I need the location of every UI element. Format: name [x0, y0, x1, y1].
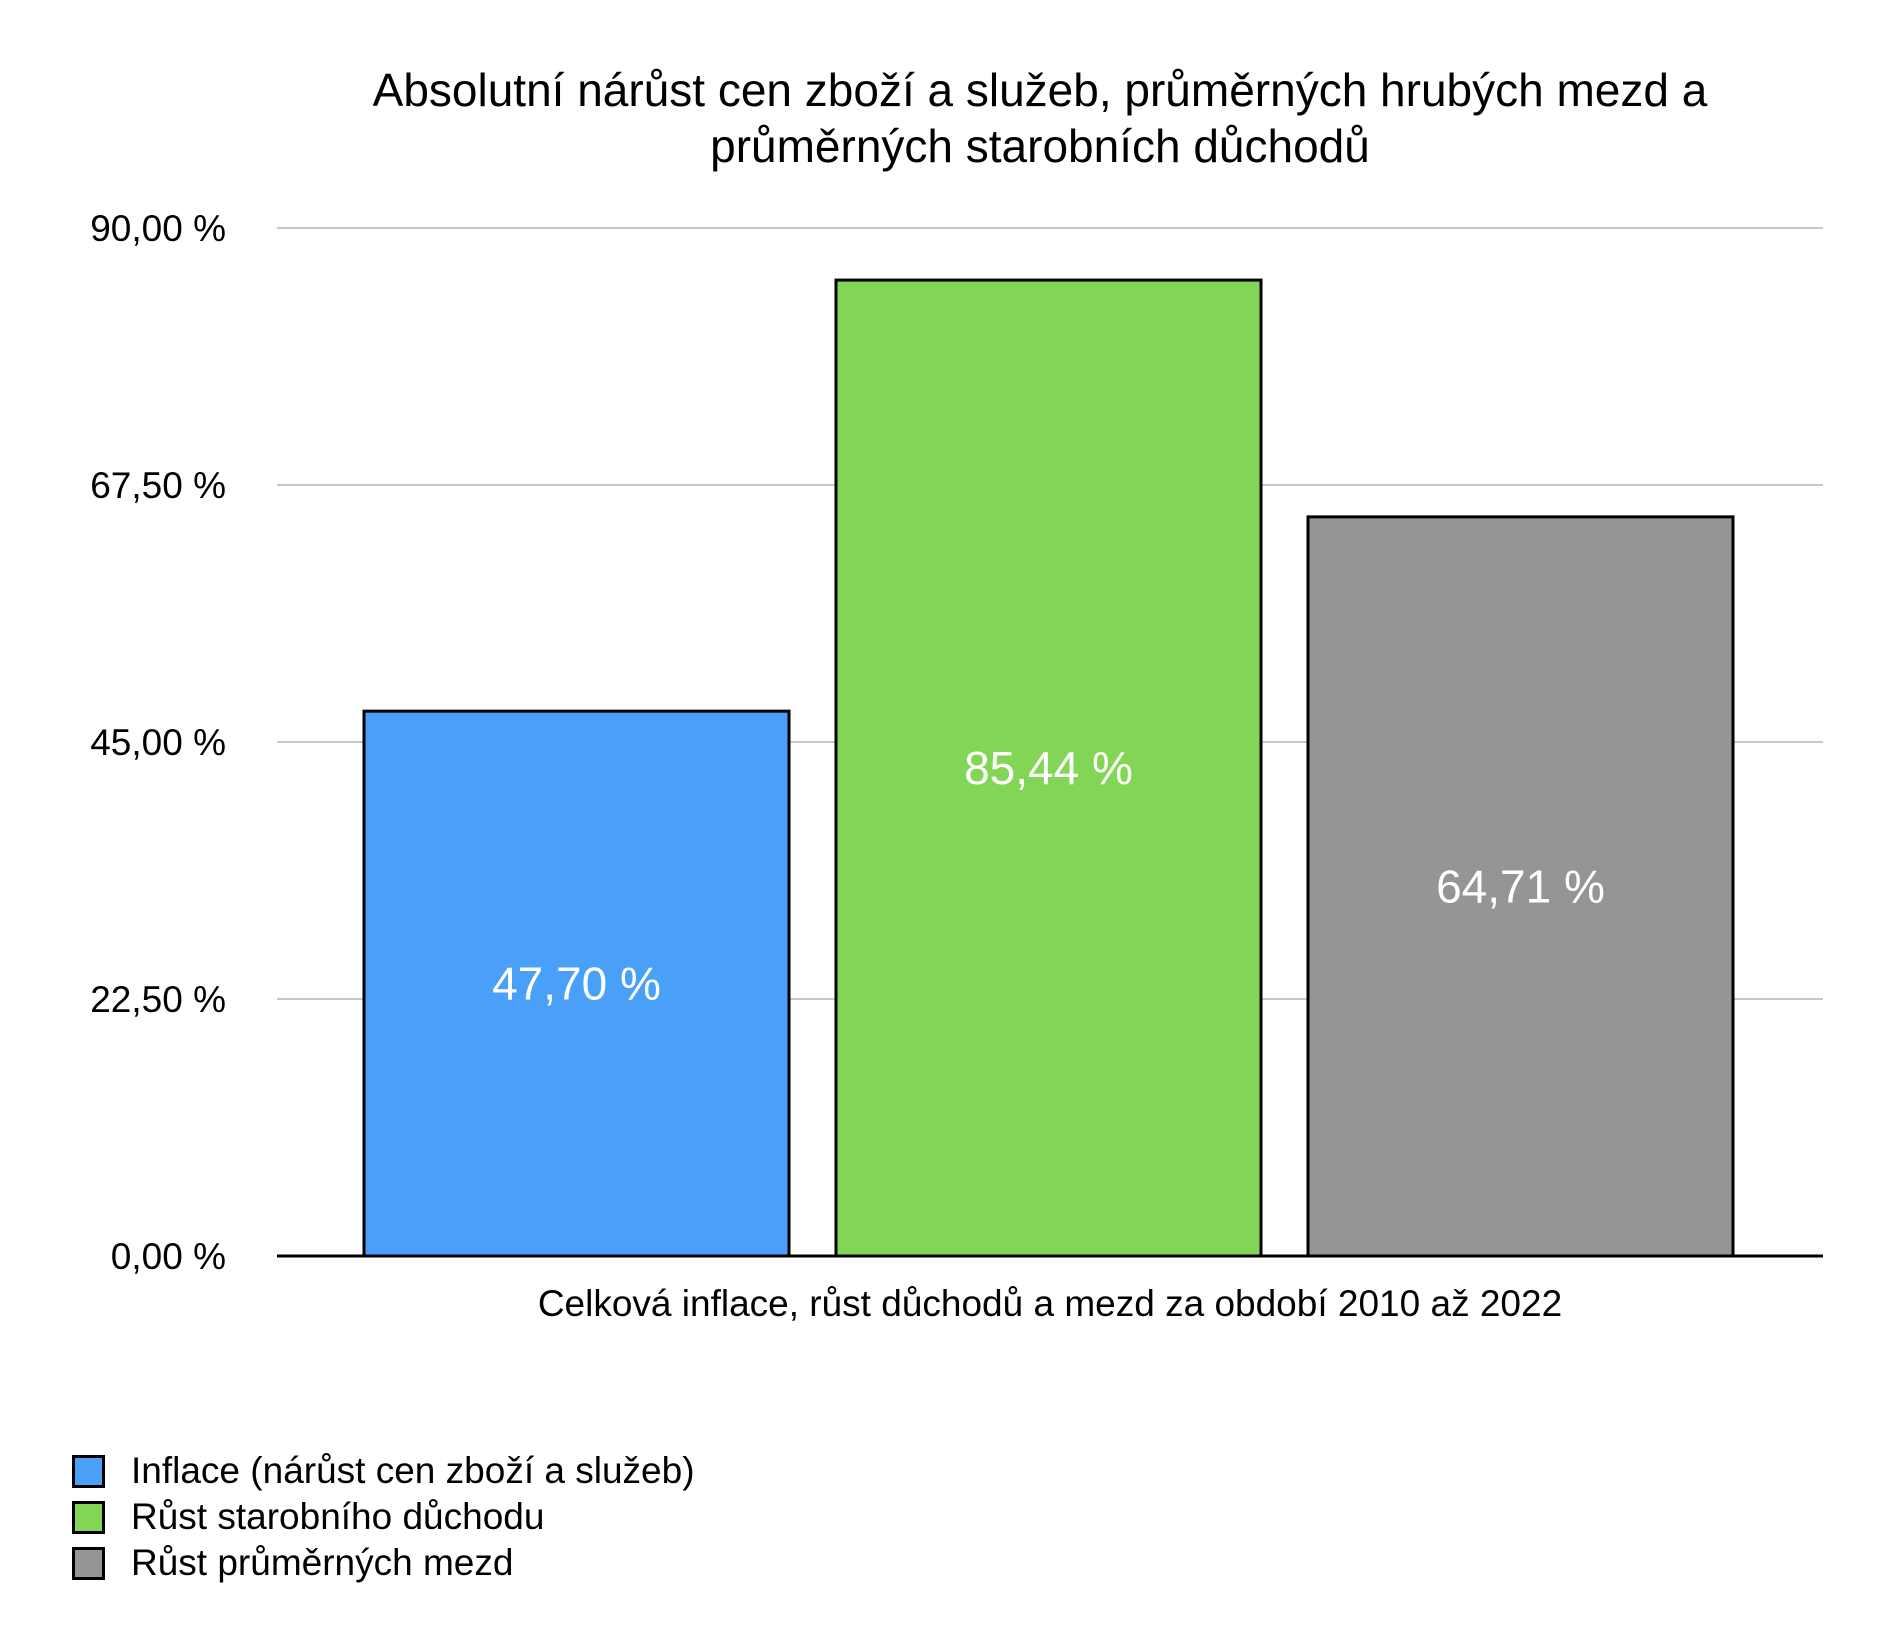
chart-title-line-1: Absolutní nárůst cen zboží a služeb, prů…	[372, 64, 1708, 116]
legend-label: Růst starobního důchodu	[131, 1496, 545, 1537]
bar-value-label: 47,70 %	[492, 958, 661, 1010]
legend-swatch	[72, 1546, 105, 1580]
chart-title-line-2: průměrných starobních důchodů	[710, 120, 1370, 172]
y-tick-label: 0,00 %	[111, 1236, 226, 1277]
bar-value-label: 85,44 %	[964, 742, 1133, 794]
x-axis-label: Celková inflace, růst důchodů a mezd za …	[538, 1283, 1562, 1324]
legend-swatch	[72, 1454, 105, 1488]
legend-item: Růst průměrných mezd	[72, 1540, 695, 1586]
legend-swatch	[72, 1500, 105, 1534]
bar	[362, 709, 791, 1258]
y-tick-label: 90,00 %	[90, 208, 226, 249]
chart-title: Absolutní nárůst cen zboží a služeb, prů…	[220, 62, 1860, 174]
y-tick-label: 22,50 %	[90, 979, 226, 1020]
legend-label: Růst průměrných mezd	[131, 1542, 514, 1583]
y-tick-label: 67,50 %	[90, 465, 226, 506]
legend-item: Růst starobního důchodu	[72, 1494, 695, 1540]
bar-value-label: 64,71 %	[1436, 860, 1605, 912]
legend-item: Inflace (nárůst cen zboží a služeb)	[72, 1448, 695, 1494]
legend-label: Inflace (nárůst cen zboží a služeb)	[131, 1450, 695, 1491]
bar	[834, 278, 1263, 1258]
legend: Inflace (nárůst cen zboží a služeb) Růst …	[72, 1448, 695, 1586]
y-tick-label: 45,00 %	[90, 722, 226, 763]
